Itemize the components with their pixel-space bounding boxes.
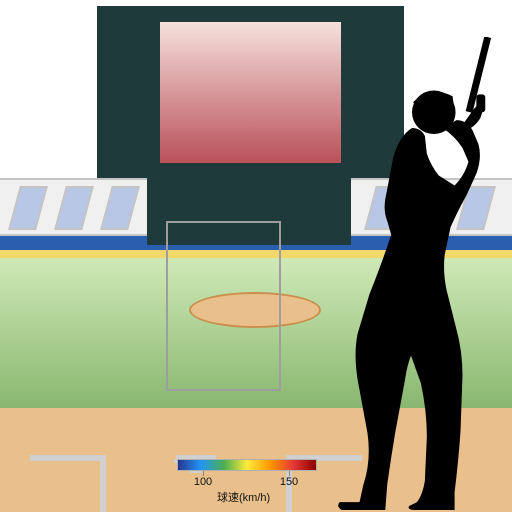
strike-zone — [166, 221, 281, 391]
scale-tick-label: 150 — [280, 476, 298, 488]
stand-panel — [100, 186, 140, 230]
velocity-color-scale — [177, 459, 317, 471]
batters-box-line — [100, 455, 106, 512]
pitch-location-scene: 100 150 球速(km/h) — [0, 0, 512, 512]
batters-box-line — [30, 455, 100, 461]
stand-panel — [54, 186, 94, 230]
scale-tick-label: 100 — [194, 476, 212, 488]
scale-axis-label: 球速(km/h) — [217, 489, 270, 505]
batter-silhouette-icon — [314, 37, 512, 512]
stand-panel — [8, 186, 48, 230]
